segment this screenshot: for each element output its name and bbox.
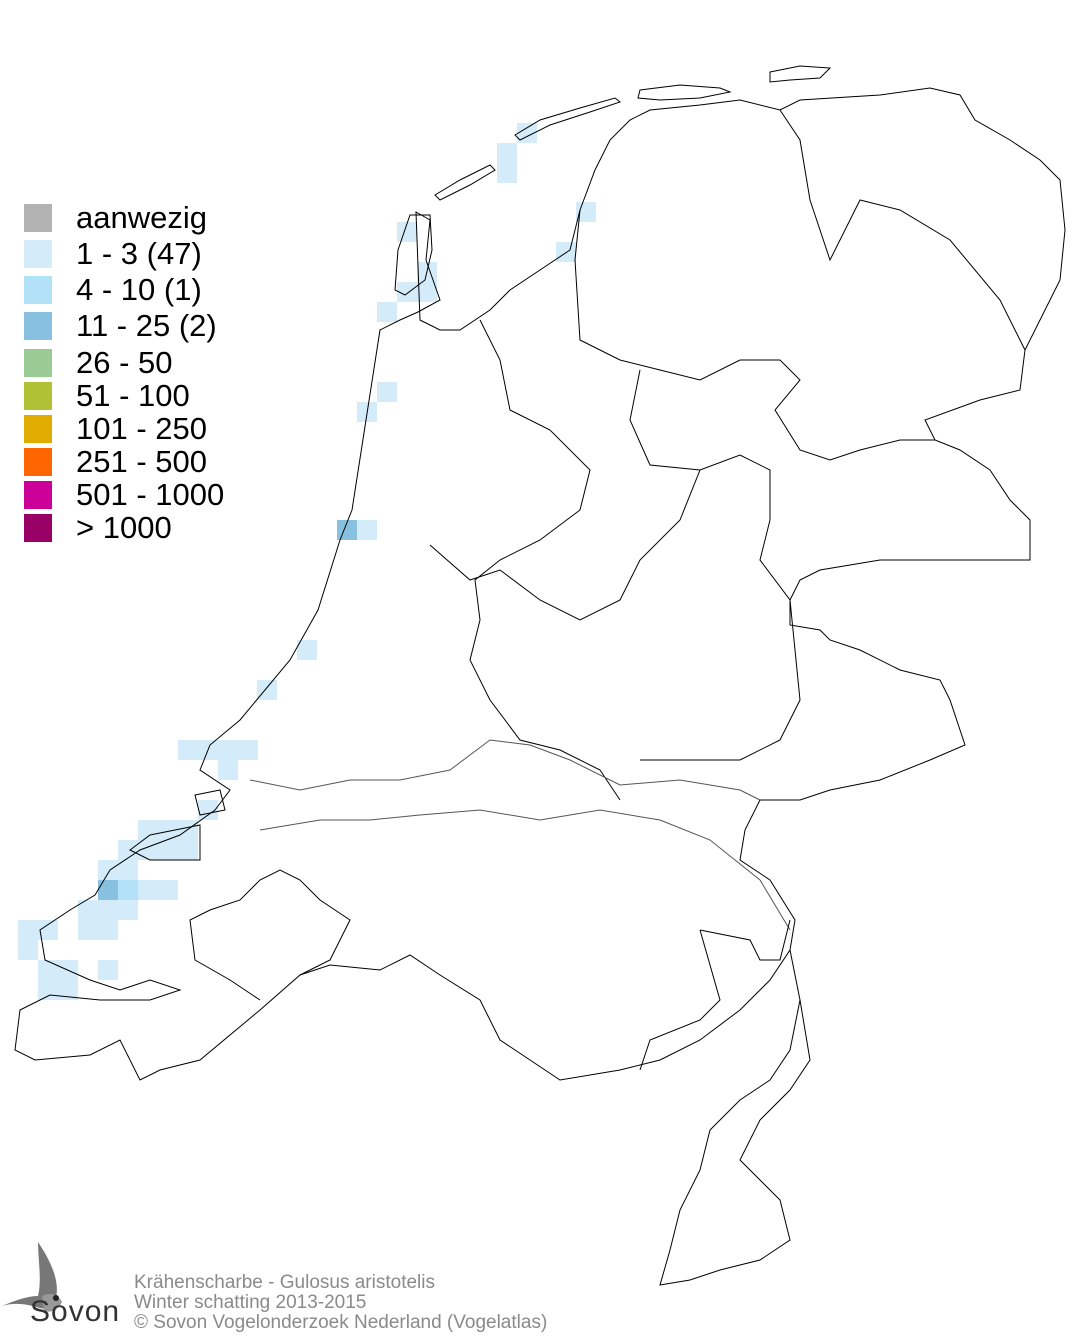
grid-cell bbox=[118, 840, 138, 860]
grid-cell bbox=[257, 680, 277, 700]
legend-label: aanwezig bbox=[76, 200, 207, 235]
grid-cell bbox=[497, 143, 517, 163]
legend-item-over-1000: > 1000 bbox=[24, 510, 172, 545]
legend-swatch bbox=[24, 204, 52, 232]
grid-cell bbox=[158, 820, 178, 840]
grid-cell bbox=[357, 520, 377, 540]
grid-cell bbox=[178, 740, 198, 760]
grid-cells bbox=[18, 123, 596, 1000]
legend-swatch bbox=[24, 448, 52, 476]
island-schiermonnikoog bbox=[769, 65, 832, 83]
grid-cell bbox=[118, 860, 138, 880]
province-border bbox=[779, 109, 1026, 351]
province-border bbox=[629, 369, 801, 761]
mainland-outline bbox=[14, 87, 1066, 1081]
grid-cell bbox=[138, 880, 158, 900]
logo-text: Sovon bbox=[30, 1295, 121, 1328]
grid-cell bbox=[556, 242, 576, 262]
grid-cell bbox=[218, 740, 238, 760]
grid-cell bbox=[218, 760, 238, 780]
legend-item-101-250: 101 - 250 bbox=[24, 411, 207, 446]
legend-swatch bbox=[24, 276, 52, 304]
species-name: Krähenscharbe - Gulosus aristotelis bbox=[134, 1272, 435, 1293]
grid-cell bbox=[98, 960, 118, 980]
legend-item-1-3: 1 - 3 (47) bbox=[24, 236, 202, 271]
grid-cell bbox=[417, 282, 437, 302]
grid-cell bbox=[18, 920, 38, 940]
province-border bbox=[469, 319, 621, 801]
legend-label: 4 - 10 (1) bbox=[76, 272, 202, 307]
sovon-swallow-logo-icon bbox=[2, 1242, 62, 1312]
grid-cell bbox=[138, 820, 158, 840]
grid-cell bbox=[98, 880, 118, 900]
grid-cell bbox=[517, 123, 537, 143]
grid-cell bbox=[18, 940, 38, 960]
grid-cell bbox=[158, 880, 178, 900]
grid-cell bbox=[297, 640, 317, 660]
grid-cell bbox=[497, 163, 517, 183]
grid-cell bbox=[38, 960, 58, 980]
grid-cell bbox=[238, 740, 258, 760]
legend-label: 26 - 50 bbox=[76, 345, 173, 380]
province-border bbox=[639, 929, 721, 1071]
grid-cell bbox=[98, 920, 118, 940]
legend-swatch bbox=[24, 240, 52, 268]
limburg-outline bbox=[659, 949, 811, 1286]
period: Winter schatting 2013-2015 bbox=[134, 1292, 367, 1313]
grid-cell bbox=[198, 800, 218, 820]
province-border bbox=[189, 869, 351, 1001]
river bbox=[249, 739, 761, 801]
island-goeree bbox=[194, 789, 226, 816]
grid-cell bbox=[377, 302, 397, 322]
legend-label: 11 - 25 (2) bbox=[76, 308, 217, 343]
grid-cell bbox=[78, 920, 98, 940]
island-texel bbox=[394, 214, 433, 296]
legend-swatch bbox=[24, 481, 52, 509]
grid-cell bbox=[38, 920, 58, 940]
legend-item-251-500: 251 - 500 bbox=[24, 444, 207, 479]
copyright: © Sovon Vogelonderzoek Nederland (Vogela… bbox=[134, 1312, 548, 1333]
legend-item-4-10: 4 - 10 (1) bbox=[24, 272, 202, 307]
island-terschelling bbox=[514, 97, 622, 141]
grid-cell bbox=[158, 840, 178, 860]
legend-label: 101 - 250 bbox=[76, 411, 207, 446]
island-schouwen bbox=[129, 824, 201, 861]
province-border bbox=[429, 469, 701, 621]
province-border bbox=[574, 209, 935, 461]
legend-label: 1 - 3 (47) bbox=[76, 236, 202, 271]
legend-swatch bbox=[24, 415, 52, 443]
legend-item-51-100: 51 - 100 bbox=[24, 378, 190, 413]
map-caption: Krähenscharbe - Gulosus aristotelis Wint… bbox=[134, 1273, 547, 1333]
grid-cell bbox=[98, 860, 118, 880]
province-border bbox=[699, 919, 791, 961]
legend-label: > 1000 bbox=[76, 510, 172, 545]
grid-cell bbox=[98, 900, 118, 920]
legend-item-26-50: 26 - 50 bbox=[24, 345, 173, 380]
grid-cell bbox=[118, 900, 138, 920]
grid-cell bbox=[118, 880, 138, 900]
grid-cell bbox=[178, 840, 198, 860]
island-vlieland bbox=[434, 164, 496, 201]
legend-swatch bbox=[24, 514, 52, 542]
grid-cell bbox=[58, 980, 78, 1000]
legend-item-11-25: 11 - 25 (2) bbox=[24, 308, 217, 343]
legend-swatch bbox=[24, 382, 52, 410]
legend-item-aanwezig: aanwezig bbox=[24, 200, 207, 235]
country-outline bbox=[14, 65, 1066, 1286]
legend-swatch bbox=[24, 312, 52, 340]
grid-cell bbox=[178, 820, 198, 840]
legend-label: 251 - 500 bbox=[76, 444, 207, 479]
island-ameland bbox=[637, 84, 732, 101]
grid-cell bbox=[397, 282, 417, 302]
legend-swatch bbox=[24, 349, 52, 377]
legend-label: 51 - 100 bbox=[76, 378, 190, 413]
grid-cell bbox=[38, 980, 58, 1000]
legend-label: 501 - 1000 bbox=[76, 477, 225, 512]
legend-item-501-1000: 501 - 1000 bbox=[24, 477, 225, 512]
grid-cell bbox=[78, 900, 98, 920]
river bbox=[259, 809, 791, 931]
grid-cell bbox=[377, 382, 397, 402]
